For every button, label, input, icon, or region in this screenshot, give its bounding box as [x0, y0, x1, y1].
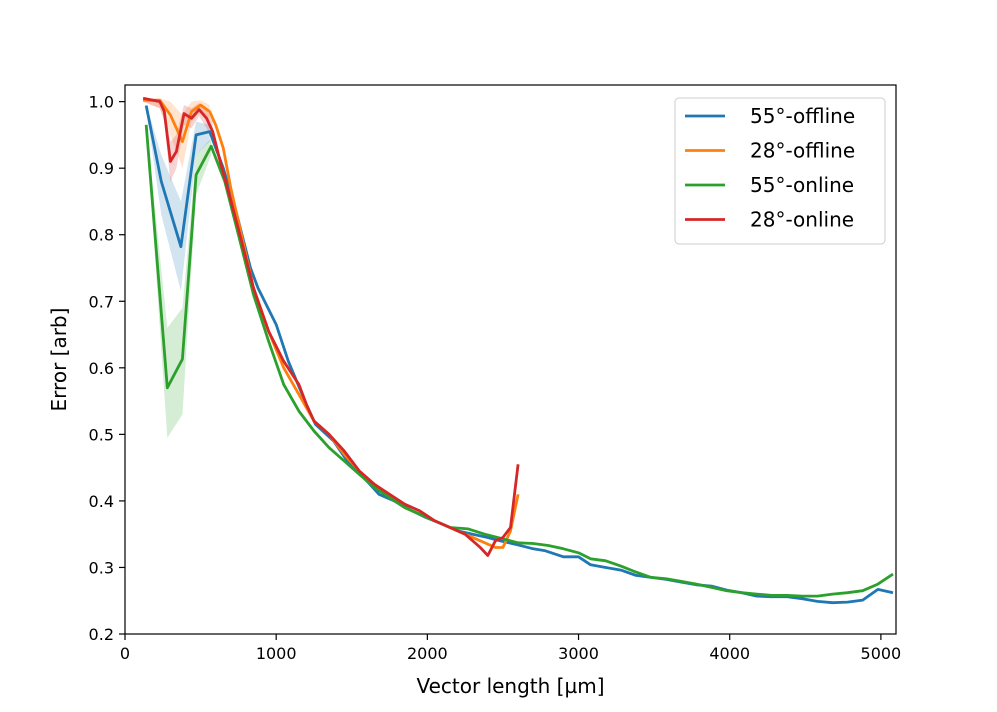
x-tick-label: 4000: [709, 644, 750, 663]
x-axis-label: Vector length [µm]: [416, 674, 604, 698]
y-tick-label: 0.2: [89, 625, 114, 644]
legend-label-1: 28°-offline: [750, 139, 855, 163]
legend-box: [674, 97, 886, 245]
y-tick-label: 0.5: [89, 425, 114, 444]
y-tick-label: 0.7: [89, 292, 114, 311]
y-tick-label: 0.9: [89, 159, 114, 178]
plot-frame: [124, 84, 897, 635]
legend-label-3: 28°-online: [750, 208, 854, 232]
x-tick-label: 3000: [558, 644, 599, 663]
y-tick-label: 0.4: [89, 492, 114, 511]
x-axis-ticks: 0 1000 2000 3000 4000 5000: [120, 634, 901, 663]
legend-label-2: 55°-online: [750, 173, 854, 197]
y-tick-label: 0.8: [89, 226, 114, 245]
x-tick-label: 5000: [861, 644, 902, 663]
y-tick-label: 0.3: [89, 558, 114, 577]
y-tick-label: 1.0: [89, 93, 114, 112]
x-tick-label: 1000: [256, 644, 297, 663]
y-axis-ticks: 0.2 0.3 0.4 0.5 0.6 0.7 0.8 0.9 1.0: [89, 93, 125, 644]
series-line-3: [142, 96, 520, 557]
legend-label-0: 55°-offline: [750, 104, 855, 128]
x-tick-label: 2000: [407, 644, 448, 663]
y-tick-label: 0.6: [89, 359, 114, 378]
x-tick-label: 0: [120, 644, 130, 663]
series-line-0: [144, 105, 894, 605]
y-axis-label: Error [arb]: [47, 308, 71, 412]
series-lines: [142, 96, 894, 605]
legend: 55°-offline 28°-offline 55°-online 28°-onli…: [674, 97, 886, 245]
series-line-2: [144, 124, 894, 598]
